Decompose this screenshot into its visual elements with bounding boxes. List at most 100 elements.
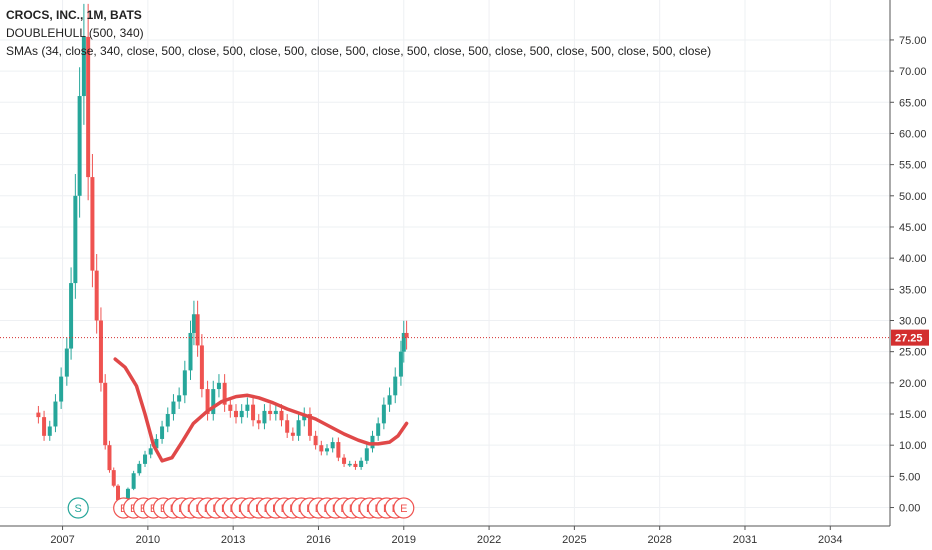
split-event-marker[interactable]	[67, 497, 89, 519]
candle-up[interactable]	[69, 283, 74, 349]
candle-down[interactable]	[353, 463, 358, 468]
candle-up[interactable]	[171, 401, 176, 415]
indicator-doublehull[interactable]: DOUBLEHULL (500, 340)	[6, 26, 144, 40]
chart-legend: CROCS, INC., 1M, BATS DOUBLEHULL (500, 3…	[6, 6, 711, 60]
y-tick-label: 30.00	[899, 315, 927, 327]
chart-title: CROCS, INC., 1M, BATS	[6, 8, 142, 22]
hull-line[interactable]	[113, 357, 409, 463]
candle-down[interactable]	[279, 410, 284, 421]
event-label: E	[400, 503, 407, 515]
candle-down[interactable]	[290, 432, 295, 436]
candle-down[interactable]	[103, 382, 108, 446]
x-tick-label: 2031	[733, 534, 757, 546]
indicator-smas[interactable]: SMAs (34, close, 340, close, 500, close,…	[6, 44, 712, 58]
x-tick-label: 2019	[392, 534, 416, 546]
y-tick-label: 65.00	[899, 97, 927, 109]
event-label: S	[75, 503, 82, 515]
candle-up[interactable]	[216, 382, 221, 390]
candle-down[interactable]	[342, 457, 347, 464]
candle-up[interactable]	[302, 414, 307, 421]
candle-up[interactable]	[239, 410, 244, 418]
y-tick-label: 70.00	[899, 66, 927, 78]
x-tick-label: 2034	[818, 534, 842, 546]
candle-up[interactable]	[376, 423, 381, 436]
candle-down[interactable]	[251, 404, 256, 421]
candle-up[interactable]	[64, 348, 69, 377]
candle-up[interactable]	[296, 420, 301, 436]
candle-down[interactable]	[94, 270, 99, 321]
candle-up[interactable]	[364, 448, 369, 461]
candle-up[interactable]	[359, 460, 364, 468]
candle-up[interactable]	[393, 376, 398, 396]
candle-up[interactable]	[154, 438, 159, 449]
candle-up[interactable]	[262, 410, 267, 424]
candle-up[interactable]	[143, 454, 148, 464]
candle-up[interactable]	[148, 448, 153, 455]
candle-up[interactable]	[59, 376, 64, 402]
candle-up[interactable]	[53, 401, 58, 427]
candle-down[interactable]	[313, 435, 318, 446]
candle-down[interactable]	[228, 404, 233, 411]
candle-up[interactable]	[131, 473, 136, 489]
earnings-event-marker[interactable]	[393, 497, 415, 519]
candle-down[interactable]	[90, 177, 95, 271]
candle-down[interactable]	[36, 412, 41, 418]
candle-down[interactable]	[42, 417, 47, 436]
candle-down[interactable]	[86, 36, 91, 178]
candle-down[interactable]	[256, 420, 261, 424]
y-tick-label: 25.00	[899, 347, 927, 359]
last-price-badge	[891, 329, 929, 346]
candle-up[interactable]	[324, 448, 329, 452]
candle-up[interactable]	[387, 395, 392, 405]
y-tick-label: 40.00	[899, 253, 927, 265]
candle-up[interactable]	[188, 332, 193, 371]
candle-up[interactable]	[81, 36, 86, 97]
candle-up[interactable]	[182, 370, 187, 396]
candle-up[interactable]	[381, 404, 386, 424]
candle-down[interactable]	[336, 442, 341, 458]
candle-down[interactable]	[111, 470, 116, 486]
candle-up[interactable]	[398, 351, 403, 377]
candle-up[interactable]	[245, 404, 250, 411]
x-tick-label: 2022	[477, 534, 501, 546]
candle-down[interactable]	[205, 389, 210, 415]
candle-down[interactable]	[234, 410, 239, 418]
candle-down[interactable]	[98, 320, 103, 383]
y-tick-label: 55.00	[899, 160, 927, 172]
y-tick-label: 75.00	[899, 35, 927, 47]
x-tick-label: 2016	[306, 534, 330, 546]
candle-up[interactable]	[370, 435, 375, 449]
candle-down[interactable]	[107, 445, 112, 471]
candle-down[interactable]	[404, 332, 409, 338]
candle-up[interactable]	[273, 410, 278, 415]
candle-down[interactable]	[116, 485, 121, 501]
x-tick-label: 2007	[50, 534, 74, 546]
candle-up[interactable]	[401, 332, 406, 352]
candle-up[interactable]	[165, 414, 170, 427]
candle-up[interactable]	[347, 463, 352, 466]
candle-down[interactable]	[199, 345, 204, 390]
candle-down[interactable]	[285, 420, 290, 433]
candle-down[interactable]	[307, 414, 312, 436]
y-tick-label: 10.00	[899, 440, 927, 452]
candle-up[interactable]	[47, 426, 52, 436]
candle-up[interactable]	[191, 314, 196, 333]
y-tick-label: 35.00	[899, 284, 927, 296]
candle-up[interactable]	[330, 442, 335, 449]
candle-down[interactable]	[195, 314, 200, 346]
candle-up[interactable]	[160, 426, 165, 439]
candle-up[interactable]	[77, 96, 82, 196]
x-tick-label: 2010	[136, 534, 160, 546]
candle-up[interactable]	[137, 463, 142, 474]
candle-up[interactable]	[211, 389, 216, 415]
candle-up[interactable]	[125, 488, 130, 500]
candle-up[interactable]	[73, 195, 78, 284]
candle-down[interactable]	[319, 445, 324, 452]
candle-down[interactable]	[268, 410, 273, 415]
y-tick-label: 0.00	[899, 503, 920, 515]
candle-up[interactable]	[177, 395, 182, 402]
candle-down[interactable]	[222, 382, 227, 405]
x-tick-label: 2025	[562, 534, 586, 546]
